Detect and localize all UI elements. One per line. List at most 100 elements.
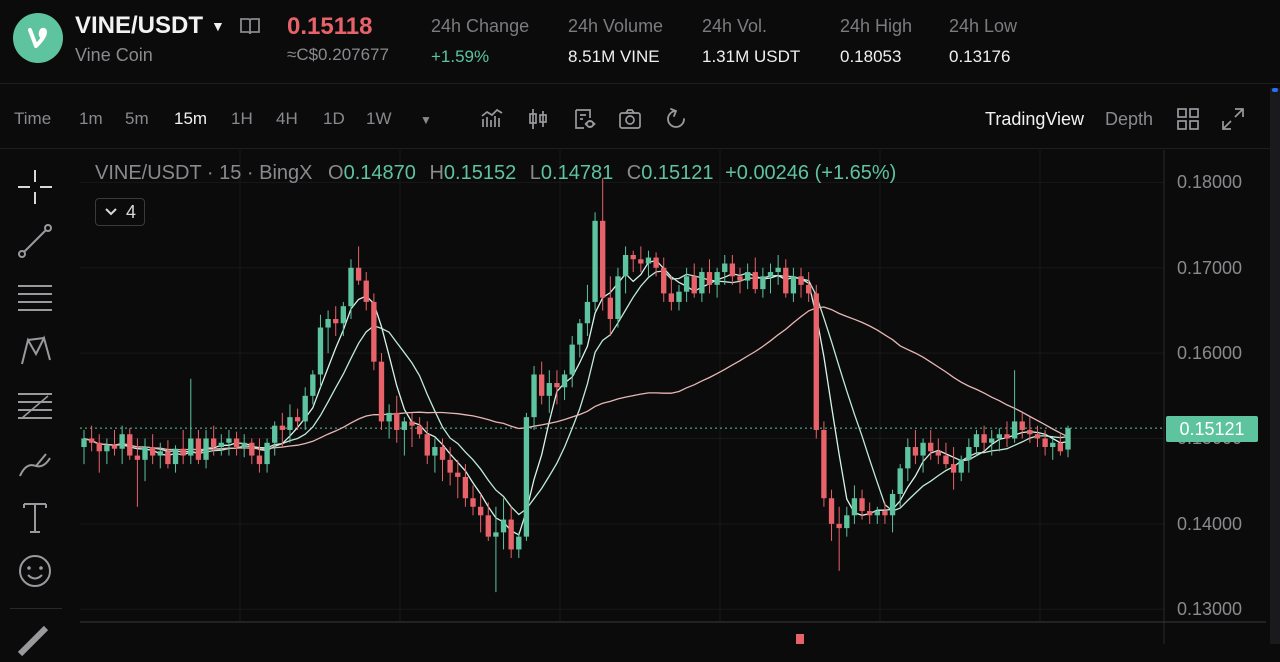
candle-body bbox=[889, 493, 896, 516]
high-value: 0.15152 bbox=[443, 162, 517, 184]
candle-body bbox=[1042, 438, 1048, 448]
candle-body bbox=[622, 254, 629, 277]
time-label[interactable]: Time bbox=[14, 109, 52, 128]
candle-body bbox=[333, 318, 339, 324]
candle-body bbox=[561, 374, 568, 388]
stat-label: 24h High bbox=[840, 16, 913, 36]
candle-body bbox=[1050, 442, 1056, 448]
candle-body bbox=[325, 318, 331, 328]
candle-body bbox=[218, 442, 224, 448]
fullscreen-icon[interactable] bbox=[1221, 107, 1245, 131]
candle-body bbox=[966, 447, 972, 460]
candle-body bbox=[554, 383, 560, 388]
candle-body bbox=[272, 425, 278, 443]
candle-body bbox=[165, 451, 171, 465]
timeframe-dropdown-icon[interactable]: ▼ bbox=[420, 113, 432, 127]
ruler-icon[interactable] bbox=[16, 624, 54, 662]
candle-body bbox=[195, 438, 202, 460]
tab-1m[interactable]: 1m bbox=[79, 109, 103, 128]
candle-body bbox=[172, 448, 179, 465]
stat-label: 24h Volume bbox=[568, 16, 664, 36]
candle-body bbox=[950, 464, 957, 473]
stat-24h-vol-usdt: 24h Vol. 1.31M USDT bbox=[702, 16, 800, 67]
candle-body bbox=[264, 442, 270, 465]
candle-body bbox=[653, 257, 659, 268]
candle-body bbox=[851, 498, 858, 516]
tab-4h[interactable]: 4H bbox=[276, 109, 298, 128]
tab-1d[interactable]: 1D bbox=[323, 109, 345, 128]
candle-body bbox=[615, 276, 621, 319]
candle-body bbox=[516, 536, 522, 550]
tab-15m[interactable]: 15m bbox=[174, 109, 208, 128]
candle-body bbox=[302, 395, 308, 422]
crosshair-icon[interactable] bbox=[16, 168, 54, 206]
candle-type-icon[interactable] bbox=[526, 107, 550, 131]
candle-body bbox=[928, 442, 934, 452]
candle-body bbox=[744, 272, 751, 281]
stat-value: +1.59% bbox=[431, 47, 490, 66]
candle-body bbox=[477, 506, 484, 516]
candle-body bbox=[767, 272, 774, 277]
candle-body bbox=[256, 455, 263, 465]
price-chart[interactable] bbox=[80, 150, 1266, 644]
text-tool-icon[interactable] bbox=[16, 498, 54, 536]
candle-body bbox=[638, 259, 644, 264]
horizontal-lines-icon[interactable] bbox=[16, 278, 54, 316]
candle-body bbox=[859, 498, 865, 512]
last-price-tag: 0.15121 bbox=[1166, 416, 1258, 442]
candle-body bbox=[432, 447, 438, 456]
candle-body bbox=[348, 267, 354, 307]
candle-body bbox=[157, 451, 163, 456]
candle-body bbox=[668, 293, 675, 302]
candle-body bbox=[119, 434, 125, 449]
candle-body bbox=[676, 291, 682, 302]
candle-body bbox=[233, 438, 240, 448]
page-scrollbar[interactable] bbox=[1270, 88, 1280, 644]
candle-body bbox=[386, 412, 392, 422]
book-icon[interactable] bbox=[239, 16, 261, 36]
candle-body bbox=[1004, 434, 1010, 439]
candle-body bbox=[1034, 434, 1041, 439]
low-value: 0.14781 bbox=[540, 162, 614, 184]
layout-grid-icon[interactable] bbox=[1176, 107, 1200, 131]
emoji-icon[interactable] bbox=[16, 552, 54, 590]
candle-body bbox=[111, 445, 118, 449]
high-label: H bbox=[429, 162, 444, 184]
indicator-count: 4 bbox=[125, 201, 136, 222]
candle-body bbox=[88, 438, 95, 443]
candle-body bbox=[394, 412, 400, 430]
open-label: O bbox=[328, 162, 344, 184]
refresh-icon[interactable] bbox=[664, 107, 688, 131]
brush-icon[interactable] bbox=[16, 444, 54, 482]
fibonacci-icon[interactable] bbox=[16, 388, 54, 426]
candle-body bbox=[790, 276, 797, 294]
candle-body bbox=[836, 523, 842, 529]
candle-body bbox=[485, 515, 491, 537]
candle-body bbox=[455, 472, 461, 477]
candle-body bbox=[447, 459, 453, 473]
scrollbar-thumb[interactable] bbox=[1272, 88, 1278, 92]
stat-24h-high: 24h High 0.18053 bbox=[840, 16, 912, 67]
tab-5m[interactable]: 5m bbox=[125, 109, 149, 128]
indicators-toggle[interactable]: 4 bbox=[95, 198, 145, 226]
pattern-icon[interactable] bbox=[16, 332, 54, 370]
trend-line-icon[interactable] bbox=[16, 222, 54, 260]
change-value: +0.00246 (+1.65%) bbox=[725, 162, 897, 184]
price-tick-label: 0.13000 bbox=[1177, 599, 1243, 620]
indicators-icon[interactable] bbox=[480, 107, 504, 131]
candle-body bbox=[989, 438, 995, 443]
candle-body bbox=[241, 442, 247, 448]
candle-body bbox=[363, 280, 369, 302]
candle-body bbox=[539, 374, 545, 396]
price-tick-label: 0.14000 bbox=[1177, 513, 1243, 534]
tab-tradingview[interactable]: TradingView bbox=[985, 109, 1085, 129]
pair-selector[interactable]: VINE/USDT ▼ bbox=[75, 12, 261, 40]
tab-1h[interactable]: 1H bbox=[231, 109, 253, 128]
tab-depth[interactable]: Depth bbox=[1105, 109, 1154, 129]
close-value: 0.15121 bbox=[641, 162, 714, 184]
chart-settings-icon[interactable] bbox=[572, 107, 596, 131]
candle-body bbox=[981, 434, 987, 443]
candle-body bbox=[294, 417, 301, 422]
camera-icon[interactable] bbox=[618, 107, 642, 131]
tab-1w[interactable]: 1W bbox=[366, 109, 392, 128]
